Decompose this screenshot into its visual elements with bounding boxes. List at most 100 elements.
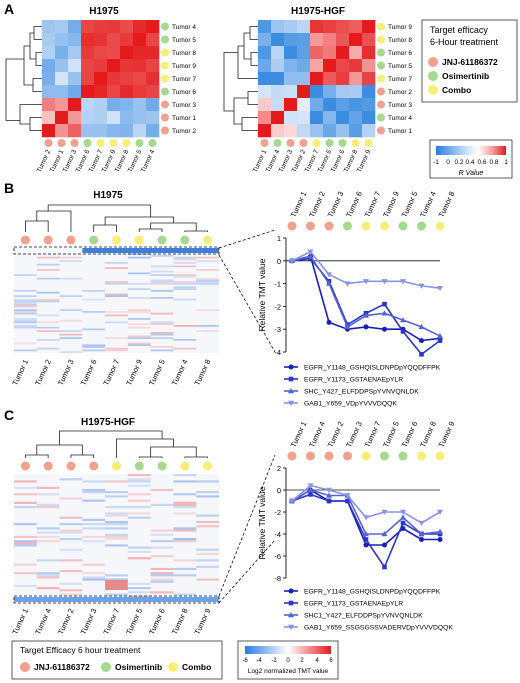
heatmap-a-left-cell <box>55 98 69 112</box>
line-chart-b-series-3-point <box>307 253 314 259</box>
heatmap-c-cell <box>36 576 60 579</box>
heatmap-a-right-col-marker <box>338 139 347 147</box>
heatmap-b-cell <box>36 321 60 324</box>
heatmap-c-red-block <box>105 580 128 590</box>
heatmap-c-cell <box>173 512 197 515</box>
r-tick-3: 0.2 <box>454 159 463 166</box>
heatmap-b-dendrogram <box>93 224 117 232</box>
r-value-label: R Value <box>459 170 484 177</box>
heatmap-a-left-cell <box>133 72 147 86</box>
heatmap-a-right-cell <box>284 33 298 47</box>
heatmap-c-cell <box>196 514 219 517</box>
dendro-a-left-row <box>23 45 33 86</box>
heatmap-c-cell <box>150 572 174 575</box>
line-chart-b-col-marker <box>435 221 445 231</box>
line-chart-c-series-1-point <box>419 537 424 542</box>
heatmap-c-col-label: Tumor 3 <box>79 607 99 636</box>
heatmap-a-right-cell <box>297 33 311 47</box>
heatmap-c-col-label: Tumor 8 <box>170 607 190 636</box>
heatmap-a-right-cell <box>323 46 337 60</box>
legend-a-combo-marker <box>428 85 438 95</box>
heatmap-c-cell <box>14 544 37 547</box>
heatmap-c-cell <box>173 506 197 509</box>
heatmap-a-right-cell <box>297 59 311 73</box>
heatmap-c-cell <box>150 567 174 570</box>
dendro-a-right-row <box>241 117 258 131</box>
log2-tick-7: 6 <box>329 658 333 664</box>
heatmap-a-right-cell <box>258 33 272 47</box>
heatmap-a-left-cell <box>133 85 147 99</box>
line-chart-c-legend-label-1: EGFR_Y1148_GSHQISLDNPDpYQQDFFPK <box>304 589 441 596</box>
log2-tick-2: -4 <box>256 658 262 664</box>
line-chart-b-series-4-point <box>418 283 425 289</box>
zoom-line-b <box>218 229 276 249</box>
heatmap-a-left-cell <box>81 72 95 86</box>
heatmap-a-left-cell <box>94 85 108 99</box>
dendro-a-left-row <box>29 117 42 131</box>
heatmap-a-right-cell <box>271 72 285 86</box>
heatmap-a-left-cell <box>146 33 160 47</box>
heatmap-a-right-cell <box>362 124 376 138</box>
heatmap-a-left-cell <box>42 46 56 60</box>
heatmap-a-right-cell <box>284 72 298 86</box>
heatmap-b-cell <box>105 349 128 352</box>
heatmap-c-cell <box>196 480 219 483</box>
heatmap-a-left-row-label: Tumor 6 <box>172 89 196 96</box>
heatmap-a-left-cell <box>42 111 56 125</box>
heatmap-a-right-cell <box>323 98 337 112</box>
heatmap-b-cell <box>127 309 151 311</box>
heatmap-b-dendrogram <box>150 222 197 231</box>
heatmap-a-right-cell <box>323 72 337 86</box>
heatmap-b-cell <box>173 276 197 278</box>
heatmap-c-cell <box>150 591 174 594</box>
heatmap-b-highlight-strip <box>82 248 219 253</box>
heatmap-a-left-cell <box>107 111 121 125</box>
heatmap-c-cell <box>196 495 219 498</box>
heatmap-c-cell <box>14 563 37 566</box>
heatmap-a-left-col-marker <box>44 139 53 147</box>
heatmap-a-right-cell <box>284 111 298 125</box>
heatmap-b-cell <box>36 326 60 329</box>
legend-a-osi-label: Osimertinib <box>442 71 489 81</box>
heatmap-a-left-cell <box>42 98 56 112</box>
heatmap-a-left-cell <box>107 85 121 99</box>
heatmap-b-col-marker <box>180 235 190 245</box>
heatmap-c-cell <box>36 506 60 509</box>
heatmap-a-right-cell <box>349 72 363 86</box>
heatmap-a-right-cell <box>349 20 363 34</box>
heatmap-a-left-cell <box>146 46 160 60</box>
efficacy-legend-a: Target efficacy 6-Hour treatment JNJ-611… <box>421 19 518 103</box>
heatmap-a-left-row-label: Tumor 8 <box>172 50 196 57</box>
heatmap-a-right-cell <box>297 46 311 60</box>
heatmap-a-right-cell <box>349 59 363 73</box>
heatmap-a-left-cell <box>94 46 108 60</box>
heatmap-b-cell <box>127 288 151 290</box>
heatmap-a-right-col-marker <box>273 139 282 147</box>
heatmap-a-right-cell <box>284 98 298 112</box>
heatmap-c-cell <box>82 576 106 579</box>
heatmap-c-cell <box>59 531 83 534</box>
heatmap-a-right-cell <box>297 98 311 112</box>
heatmap-c-cell <box>14 486 37 489</box>
heatmap-c-cell <box>173 493 197 496</box>
heatmap-a-left-cell <box>68 72 82 86</box>
line-chart-c-series-3-point <box>400 514 406 520</box>
line-chart-b-series-3-point <box>400 317 406 323</box>
heatmap-a-left-row-label: Tumor 7 <box>172 76 196 83</box>
heatmap-b-cell <box>14 325 37 327</box>
line-chart-b-series-4-point <box>326 272 332 278</box>
heatmap-c-cell <box>14 535 37 538</box>
heatmap-b-cell <box>173 274 197 276</box>
heatmap-a-left-cell <box>81 46 95 60</box>
line-chart-b-col-marker <box>380 221 389 231</box>
heatmap-a-left-cell <box>81 98 95 112</box>
line-chart-c-series-1-point <box>382 542 387 548</box>
heatmap-a-left-row-label: Tumor 5 <box>172 37 196 44</box>
heatmap-c-cell <box>14 542 37 545</box>
heatmap-c-cell <box>150 574 174 577</box>
heatmap-b-col-label: Tumor 1 <box>10 358 30 387</box>
heatmap-c-cell <box>82 578 106 581</box>
heatmap-a-left-cell <box>81 59 95 73</box>
heatmap-a-right-cell <box>271 98 285 112</box>
heatmap-a-right-cell <box>284 85 298 99</box>
